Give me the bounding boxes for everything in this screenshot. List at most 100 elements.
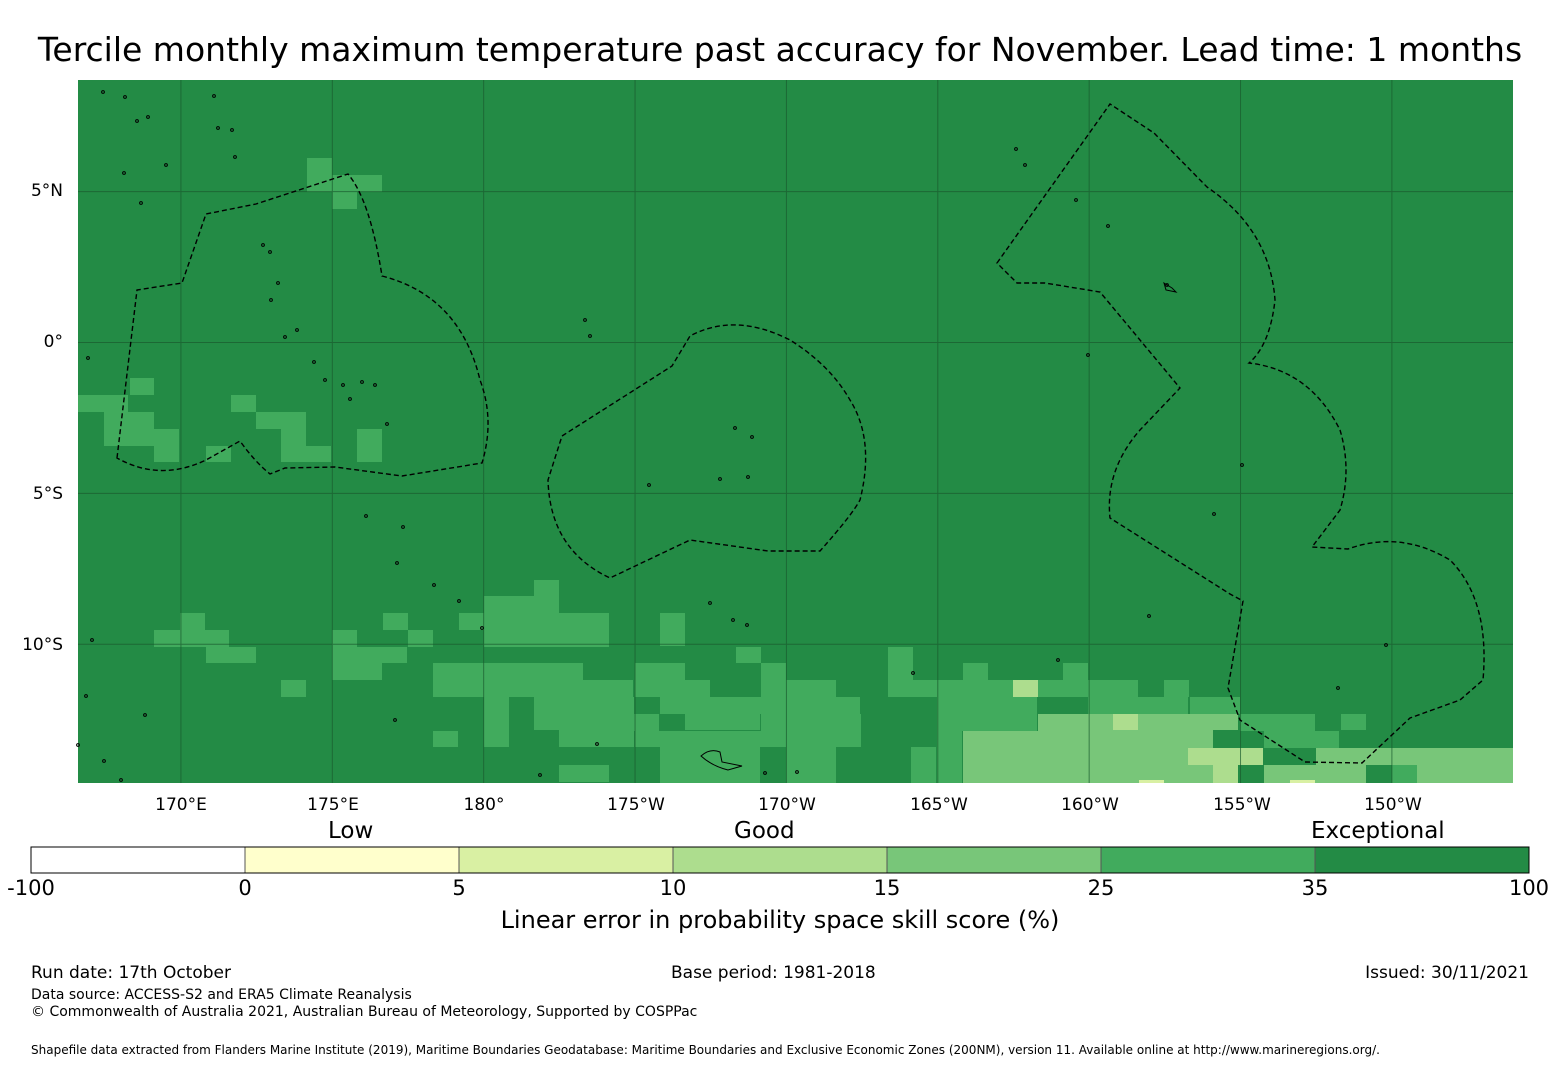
island-outline bbox=[1384, 643, 1388, 647]
island-outline bbox=[647, 483, 651, 487]
island-outline bbox=[746, 475, 750, 479]
legend-category-good: Good bbox=[734, 818, 795, 844]
island-outline bbox=[1014, 147, 1018, 151]
colorbar bbox=[30, 846, 1530, 874]
island-outline bbox=[401, 525, 405, 529]
run-date: Run date: 17th October bbox=[31, 963, 231, 983]
lon-label-150w: 150°W bbox=[1364, 795, 1422, 815]
skill-cell bbox=[1139, 780, 1164, 783]
skill-cell bbox=[1417, 765, 1442, 783]
island-outline bbox=[101, 90, 105, 94]
colorbar-tick: -100 bbox=[7, 876, 55, 900]
skill-cell bbox=[1264, 765, 1341, 783]
skill-cell bbox=[256, 412, 306, 429]
skill-cell bbox=[332, 192, 357, 209]
skill-cell bbox=[963, 663, 988, 680]
skill-cell bbox=[1113, 714, 1138, 730]
island-outline bbox=[395, 561, 399, 565]
island-outline bbox=[269, 298, 273, 302]
island-outline bbox=[393, 718, 397, 722]
colorbar-title: Linear error in probability space skill … bbox=[500, 906, 1060, 934]
lon-label-155w: 155°W bbox=[1213, 795, 1271, 815]
eez-boundary bbox=[547, 324, 867, 579]
eez-boundaries bbox=[116, 103, 1485, 764]
skill-cell bbox=[635, 731, 770, 747]
island-outline bbox=[122, 171, 126, 175]
skill-cell bbox=[685, 714, 710, 730]
island-outline bbox=[364, 514, 368, 518]
lon-label-175w: 175°W bbox=[607, 795, 665, 815]
skill-cell bbox=[78, 395, 128, 412]
skill-cell bbox=[433, 731, 458, 747]
skill-cell bbox=[130, 378, 154, 395]
island-outline bbox=[911, 671, 915, 675]
skill-cell bbox=[1188, 748, 1263, 765]
skill-cell bbox=[888, 647, 913, 680]
skill-cell bbox=[307, 158, 332, 175]
island-outline bbox=[538, 773, 542, 777]
island-outline bbox=[1212, 512, 1216, 516]
island-outline bbox=[480, 626, 484, 630]
island-outline bbox=[432, 583, 436, 587]
skill-cell bbox=[281, 429, 306, 446]
skill-cell bbox=[1063, 663, 1088, 680]
lat-label-5n: 5°N bbox=[30, 181, 63, 201]
island-outline bbox=[312, 360, 316, 364]
copyright: © Commonwealth of Australia 2021, Austra… bbox=[31, 1004, 698, 1020]
colorbar-segment bbox=[672, 846, 888, 874]
island-outline bbox=[718, 477, 722, 481]
skill-cell bbox=[1392, 765, 1417, 783]
island-outline bbox=[1147, 614, 1151, 618]
skill-cell bbox=[1264, 731, 1339, 748]
island-outline bbox=[123, 95, 127, 99]
colorbar-tick: 0 bbox=[238, 876, 252, 900]
skill-cell bbox=[559, 765, 609, 782]
island-outline bbox=[216, 126, 220, 130]
skill-cell bbox=[1139, 731, 1189, 783]
skill-cell bbox=[459, 613, 609, 630]
graticule-lines bbox=[78, 80, 1513, 783]
island-outline bbox=[283, 335, 287, 339]
skill-cell bbox=[484, 630, 609, 647]
skill-cell bbox=[307, 175, 382, 192]
island-outline bbox=[323, 378, 327, 382]
island-outline bbox=[457, 599, 461, 603]
colorbar-segment bbox=[458, 846, 674, 874]
skill-cell bbox=[154, 630, 229, 647]
colorbar-segment bbox=[30, 846, 246, 874]
colorbar-tick: 5 bbox=[452, 876, 466, 900]
shapefile-credit: Shapefile data extracted from Flanders M… bbox=[31, 1043, 1380, 1057]
skill-cell bbox=[1164, 680, 1189, 697]
skill-cell bbox=[154, 446, 179, 462]
island-outline bbox=[143, 713, 147, 717]
colorbar-tick: 10 bbox=[659, 876, 687, 900]
island-outline bbox=[733, 426, 737, 430]
skill-cell bbox=[1213, 765, 1238, 783]
lon-label-170w: 170°W bbox=[758, 795, 816, 815]
skill-cell bbox=[180, 613, 205, 630]
skill-cell bbox=[332, 663, 382, 680]
lon-label-175e: 175°E bbox=[307, 795, 359, 815]
skill-cell bbox=[761, 714, 861, 747]
skill-cell bbox=[1240, 714, 1315, 731]
island-outline bbox=[295, 328, 299, 332]
island-outline bbox=[119, 778, 123, 782]
skill-cell bbox=[786, 680, 836, 714]
skill-cell bbox=[635, 663, 685, 680]
island-outline bbox=[233, 155, 237, 159]
skill-cell bbox=[408, 630, 433, 647]
island-outline bbox=[135, 119, 139, 123]
skill-cell bbox=[635, 680, 710, 697]
map-title: Tercile monthly maximum temperature past… bbox=[37, 30, 1523, 69]
skill-cell bbox=[484, 596, 559, 613]
lon-label-160w: 160°W bbox=[1061, 795, 1119, 815]
skill-cell bbox=[911, 747, 936, 783]
skill-cell bbox=[888, 680, 938, 697]
colorbar-tick: 100 bbox=[1508, 876, 1550, 900]
island-outline bbox=[360, 380, 364, 384]
base-period: Base period: 1981-2018 bbox=[671, 963, 876, 983]
skill-cell bbox=[786, 747, 836, 783]
skill-cell bbox=[383, 613, 408, 630]
island-outline bbox=[268, 250, 272, 254]
island-outline bbox=[588, 334, 592, 338]
